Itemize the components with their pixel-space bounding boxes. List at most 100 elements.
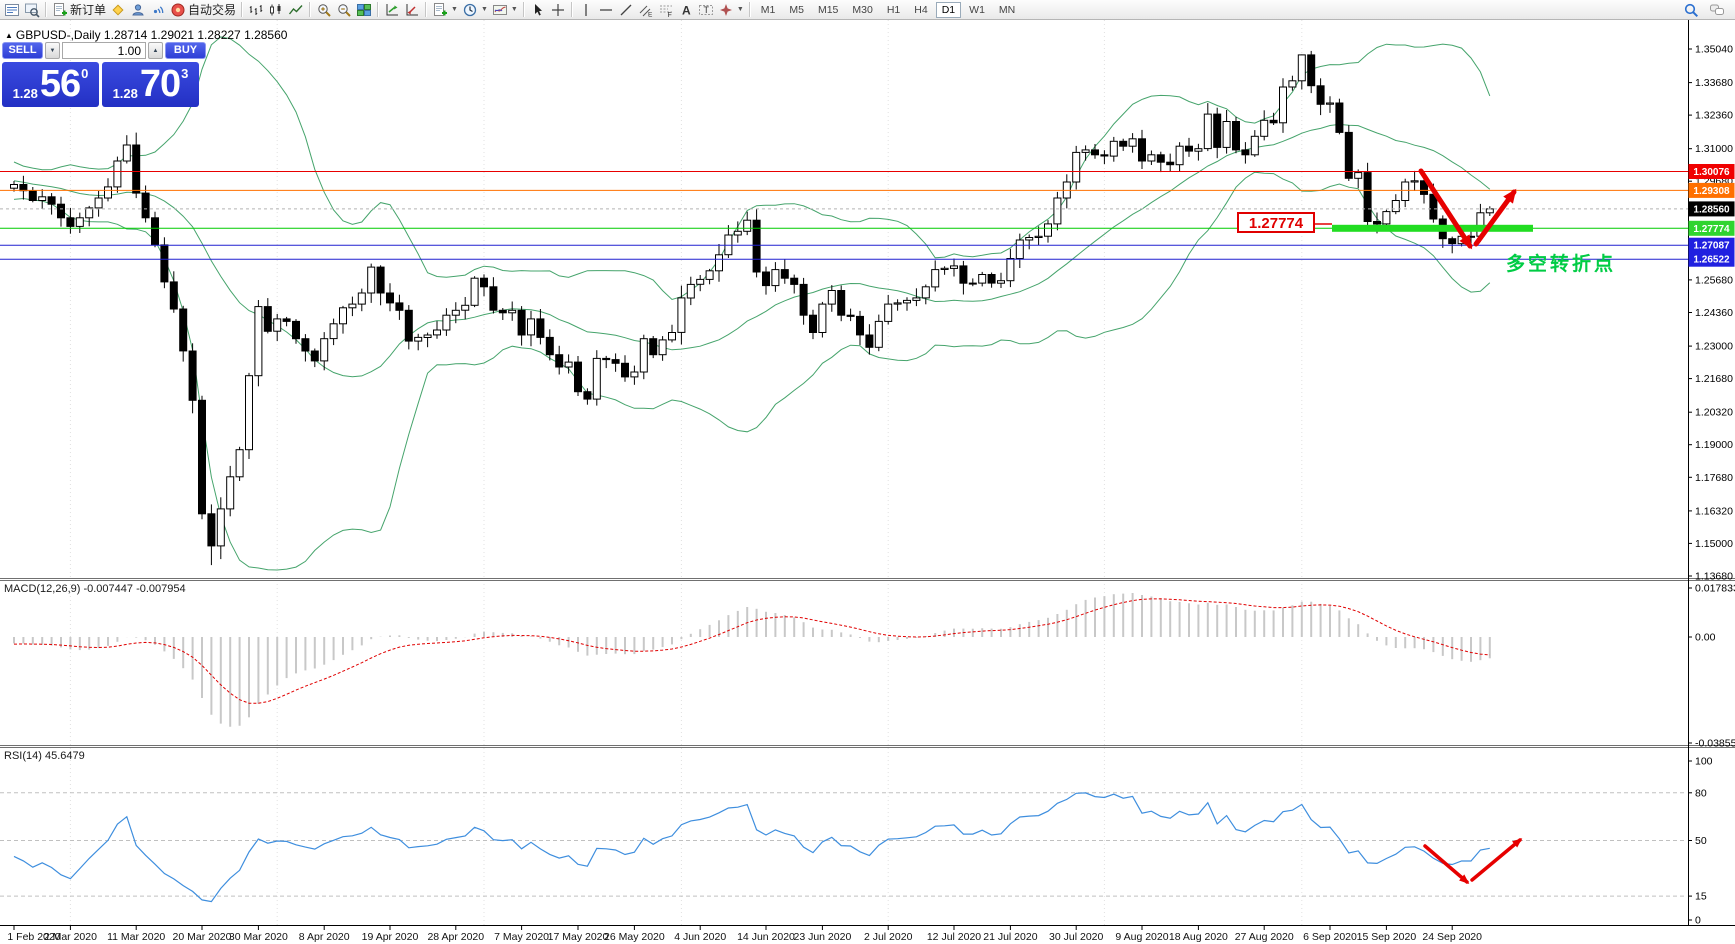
toolbar-separator (241, 2, 244, 17)
timeframe-mn-button[interactable]: MN (998, 3, 1016, 16)
chevron-down-icon[interactable]: ▼ (736, 6, 744, 13)
volume-input[interactable] (62, 42, 146, 59)
svg-text:15 Sep 2020: 15 Sep 2020 (1357, 931, 1417, 943)
chart-area[interactable]: 1.27774 多空转折点 1.35040 1.33680 1.32360 1.31000… (0, 20, 1735, 944)
timeframe-m5-button[interactable]: M5 (789, 3, 804, 16)
volume-decrease-button[interactable]: ▼ (45, 42, 60, 59)
rsi-line (13, 792, 1490, 903)
toolbar-line-chart-button[interactable] (286, 1, 306, 19)
toolbar-chart-template-button[interactable]: ▼ (490, 1, 520, 19)
cursor-icon (530, 2, 546, 18)
svg-text:1.17680: 1.17680 (1695, 472, 1733, 484)
toolbar-cursor-button[interactable] (528, 1, 548, 19)
toolbar-zoom-in-button[interactable] (314, 1, 334, 19)
mail-icon (130, 2, 146, 18)
timeframe-m30-button[interactable]: M30 (852, 3, 873, 16)
trend-arrows-rsi[interactable] (1423, 838, 1523, 884)
toolbar-search-button[interactable] (1681, 1, 1701, 19)
toolbar-charts-list-button[interactable] (2, 1, 22, 19)
toolbar-community-button[interactable] (1707, 1, 1727, 19)
timeframe-d1-button[interactable]: D1 (935, 1, 962, 18)
svg-text:18 Aug 2020: 18 Aug 2020 (1169, 931, 1228, 943)
toolbar-new-order-button[interactable]: 新订单 (50, 1, 108, 19)
svg-text:4 Jun 2020: 4 Jun 2020 (674, 931, 726, 943)
crosshair-icon (550, 2, 566, 18)
trend-arrow-up (1473, 188, 1517, 247)
svg-text:11 Mar 2020: 11 Mar 2020 (107, 931, 165, 943)
svg-text:2 Mar 2020: 2 Mar 2020 (44, 931, 97, 943)
volume-increase-button[interactable]: ▲ (148, 42, 163, 59)
trend-arrows-main[interactable] (1418, 168, 1517, 250)
candlestick-series[interactable] (10, 50, 1494, 566)
price-badge (1688, 251, 1735, 267)
toolbar-candlestick-chart-button[interactable] (266, 1, 286, 19)
toolbar-autotrading-button[interactable]: 自动交易 (168, 1, 238, 19)
svg-text:1.32360: 1.32360 (1695, 110, 1733, 122)
sell-price-pipette: 0 (81, 66, 89, 81)
bull-bear-note-text[interactable]: 多空转折点 (1506, 252, 1616, 275)
svg-text:23 Jun 2020: 23 Jun 2020 (793, 931, 851, 943)
toolbar-mailbox-button[interactable] (128, 1, 148, 19)
timeframe-w1-button[interactable]: W1 (969, 3, 985, 16)
toolbar-bar-chart-button[interactable] (246, 1, 266, 19)
toolbar-vertical-line-button[interactable] (576, 1, 596, 19)
svg-text:A: A (682, 3, 691, 17)
toolbar-text-button[interactable]: A (676, 1, 696, 19)
sell-price-panel[interactable]: 1.28 56 0 (2, 62, 99, 107)
svg-text:F: F (667, 12, 671, 18)
svg-text:19 Apr 2020: 19 Apr 2020 (362, 931, 419, 943)
toolbar-text-label-button[interactable]: T (696, 1, 716, 19)
buy-price-panel[interactable]: 1.28 70 3 (102, 62, 199, 107)
svg-text:21 Jul 2020: 21 Jul 2020 (983, 931, 1037, 943)
tline-icon (618, 2, 634, 18)
candles-icon (268, 2, 284, 18)
price-callout-label[interactable]: 1.27774 (1237, 212, 1332, 233)
toolbar-fibonacci-button[interactable]: F (656, 1, 676, 19)
price-axis[interactable]: 1.350401.336801.323601.310001.296801.256… (1688, 44, 1735, 583)
svg-text:1.13680: 1.13680 (1695, 571, 1733, 583)
toolbar-alerts-button[interactable] (108, 1, 128, 19)
toolbar-trendline-button[interactable] (616, 1, 636, 19)
rsi-indicator-label: RSI(14) 45.6479 (4, 750, 85, 762)
toolbar-objects-button[interactable] (402, 1, 422, 19)
text-icon: A (678, 2, 694, 18)
buy-button[interactable]: BUY (165, 42, 206, 59)
toolbar-periods-button[interactable]: ▼ (460, 1, 490, 19)
toolbar-crosshair-button[interactable] (548, 1, 568, 19)
chevron-down-icon[interactable]: ▼ (451, 6, 458, 13)
price-badge (1688, 237, 1735, 253)
toolbar-horizontal-line-button[interactable] (596, 1, 616, 19)
toolbar-indicators-button[interactable] (382, 1, 402, 19)
support-zone-bar[interactable] (1332, 224, 1533, 232)
svg-text:E: E (648, 11, 653, 18)
toolbar-arrows-button[interactable]: ▼ (716, 1, 746, 19)
toolbar-equidistant-channel-button[interactable]: E (636, 1, 656, 19)
toolbar-signals-button[interactable] (148, 1, 168, 19)
toolbar-zoom-out-button[interactable] (334, 1, 354, 19)
timeframe-h4-button[interactable]: H4 (914, 3, 928, 16)
rsi-axis: 100 80 50 15 0 (1688, 756, 1713, 927)
svg-text:1.20320: 1.20320 (1695, 407, 1733, 419)
timeframe-m15-button[interactable]: M15 (817, 3, 839, 16)
svg-text:1.15000: 1.15000 (1695, 538, 1733, 550)
macd-axis: 0.017833 0.00 -0.038559 (1688, 583, 1735, 750)
toolbar-market-watch-button[interactable] (22, 1, 42, 19)
svg-text:1.26522: 1.26522 (1693, 255, 1730, 266)
chart-canvas[interactable]: 1.27774 多空转折点 1.35040 1.33680 1.32360 1.31000… (0, 20, 1735, 944)
timeframe-h1-button[interactable]: H1 (886, 3, 901, 16)
toolbar-tile-windows-button[interactable] (354, 1, 374, 19)
svg-text:50: 50 (1695, 835, 1707, 847)
panel-borders (0, 20, 1735, 926)
sell-button[interactable]: SELL (2, 42, 43, 59)
price-badge (1688, 164, 1735, 179)
chevron-down-icon[interactable]: ▼ (480, 6, 488, 13)
rsi-panel (0, 792, 1687, 903)
collapse-marker-icon[interactable]: ▲ (5, 31, 13, 40)
chevron-down-icon[interactable]: ▼ (510, 6, 518, 13)
toolbar-templates-button[interactable]: ▼ (430, 1, 460, 19)
new-order-button-label: 新订单 (70, 2, 107, 17)
toolbar-separator (45, 2, 47, 17)
timeframe-m1-button[interactable]: M1 (760, 3, 776, 16)
svg-text:9 Aug 2020: 9 Aug 2020 (1115, 931, 1168, 943)
